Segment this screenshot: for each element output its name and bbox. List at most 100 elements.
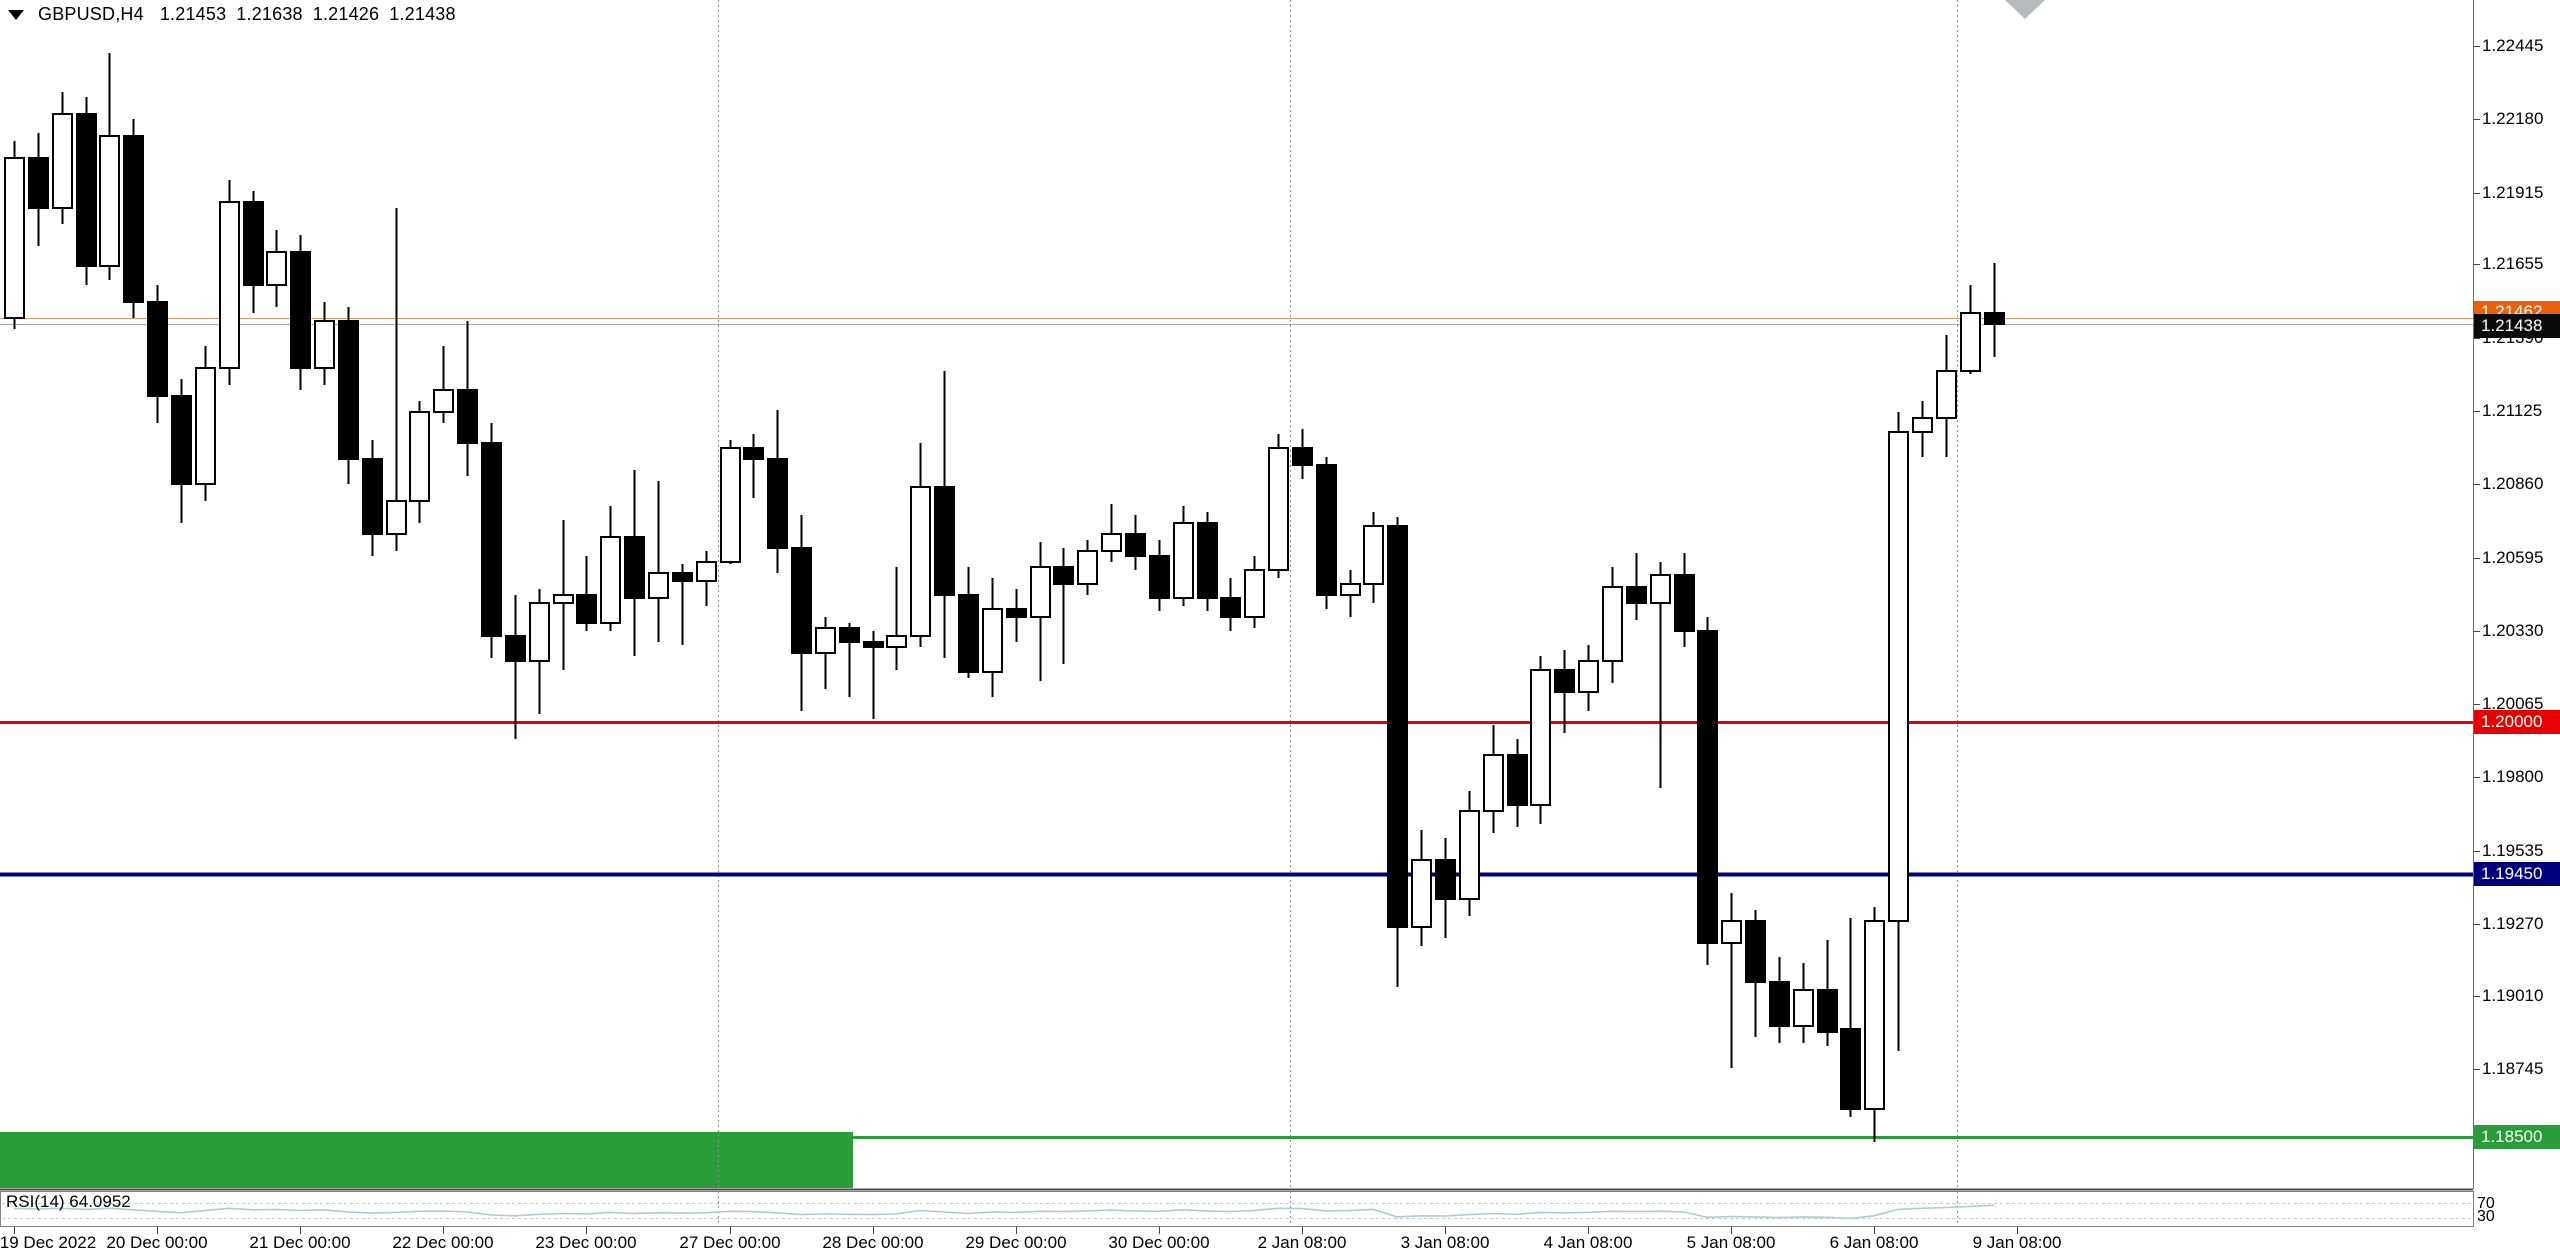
chart-marker-icon (2005, 0, 2045, 19)
quote-close: 1.21438 (389, 4, 456, 24)
price-axis-label: 1.20595 (2482, 548, 2544, 567)
candle-down (1769, 981, 1790, 1027)
candle-down (1292, 447, 1313, 466)
candle-up (1793, 989, 1814, 1027)
candle-up (433, 389, 454, 413)
time-axis-label[interactable]: 23 Dec 00:00 (535, 1233, 637, 1250)
price-axis-label: 1.20860 (2482, 474, 2544, 493)
price-axis-label: 1.22180 (2482, 109, 2544, 128)
bid-price-label: 1.21438 (2474, 314, 2560, 338)
candle-down (958, 594, 979, 673)
time-axis-label[interactable]: 30 Dec 00:00 (1108, 1233, 1210, 1250)
candle-down (576, 594, 597, 624)
price-axis-label: 1.19010 (2482, 986, 2544, 1005)
candle-up (1912, 417, 1933, 433)
rsi-level-30-label: 30 (2477, 1208, 2495, 1225)
candle-down (1006, 608, 1027, 618)
candle-down (1507, 754, 1528, 806)
time-axis-label[interactable]: 2 Jan 08:00 (1257, 1233, 1347, 1250)
candle-down (1984, 312, 2005, 325)
time-axis-label[interactable]: 3 Jan 08:00 (1400, 1233, 1490, 1250)
quote-open: 1.21453 (159, 4, 227, 24)
candle-down (839, 627, 860, 643)
candle-up (99, 135, 120, 267)
candle-down (1316, 464, 1337, 596)
candle-up (1888, 431, 1909, 922)
candle-down (767, 458, 788, 549)
candle-down (1697, 630, 1718, 944)
candle-up (1936, 370, 1957, 419)
price-axis-label: 1.19270 (2482, 914, 2544, 933)
candle-down (28, 157, 49, 209)
time-axis-label[interactable]: 6 Jan 08:00 (1829, 1233, 1919, 1250)
candle-down (863, 641, 884, 648)
candle-down (338, 320, 359, 460)
candle-down (1220, 597, 1241, 618)
time-axis-label[interactable]: 22 Dec 00:00 (392, 1233, 494, 1250)
candle-down (1840, 1028, 1861, 1110)
candle-down (1149, 555, 1170, 599)
candle-down (1817, 989, 1838, 1033)
candle-down (147, 301, 168, 397)
time-axis-label[interactable]: 4 Jan 08:00 (1543, 1233, 1633, 1250)
candle-up (409, 411, 430, 502)
candle-down (1745, 920, 1766, 983)
quote-high: 1.21638 (236, 4, 303, 24)
candle-down (791, 547, 812, 654)
time-axis-label[interactable]: 21 Dec 00:00 (249, 1233, 351, 1250)
candle-up (314, 320, 335, 369)
candle-down (934, 486, 955, 596)
time-axis-label[interactable]: 9 Jan 08:00 (1972, 1233, 2062, 1250)
candle-down (1053, 566, 1074, 585)
candle-up (720, 447, 741, 563)
candle-up (266, 251, 287, 286)
candle-down (243, 201, 264, 286)
candle-up (386, 500, 407, 535)
red-line-price-label: 1.20000 (2474, 710, 2560, 734)
quote-low: 1.21426 (312, 4, 380, 24)
candle-up (648, 572, 669, 599)
time-axis-label[interactable]: 5 Jan 08:00 (1686, 1233, 1776, 1250)
candle-up (1960, 312, 1981, 372)
candle-down (123, 135, 144, 303)
candle-up (1268, 447, 1289, 571)
price-axis-label: 1.21915 (2482, 183, 2544, 202)
symbol-period: GBPUSD,H4 (38, 4, 144, 24)
candle-up (1864, 920, 1885, 1110)
chart-title: GBPUSD,H4 1.21453 1.21638 1.21426 1.2143… (8, 4, 456, 25)
candle-down (1197, 522, 1218, 599)
time-axis-label[interactable]: 20 Dec 00:00 (106, 1233, 208, 1250)
candle-down (1435, 859, 1456, 900)
candle-up (1411, 859, 1432, 928)
time-axis-label[interactable]: 29 Dec 00:00 (965, 1233, 1067, 1250)
candle-up (1244, 569, 1265, 618)
candle-down (1626, 586, 1647, 604)
candle-up (1602, 586, 1623, 662)
candle-up (195, 367, 216, 485)
rsi-pane-border (0, 1191, 2474, 1227)
time-axis-label[interactable]: 28 Dec 00:00 (822, 1233, 924, 1250)
candle-down (743, 447, 764, 460)
price-axis-label: 1.20065 (2482, 694, 2544, 713)
candle-up (1483, 754, 1504, 812)
candle-up (1650, 574, 1671, 604)
candle-down (457, 389, 478, 444)
candle-up (1340, 583, 1361, 596)
candle-down (624, 536, 645, 599)
candle-up (600, 536, 621, 624)
candle-up (219, 201, 240, 369)
candle-up (1459, 810, 1480, 900)
time-axis-label[interactable]: 27 Dec 00:00 (679, 1233, 781, 1250)
candle-up (886, 635, 907, 648)
candle-up (1530, 669, 1551, 806)
candle-up (982, 608, 1003, 673)
candle-down (171, 395, 192, 485)
time-axis-label[interactable]: 19 Dec 2022 (0, 1233, 97, 1250)
collapse-arrow-icon[interactable] (8, 9, 24, 20)
candle-down (1387, 525, 1408, 928)
price-axis-label: 1.21125 (2482, 401, 2543, 420)
price-axis-label: 1.21655 (2482, 254, 2544, 273)
candle-up (815, 627, 836, 654)
candle-down (1125, 533, 1146, 557)
